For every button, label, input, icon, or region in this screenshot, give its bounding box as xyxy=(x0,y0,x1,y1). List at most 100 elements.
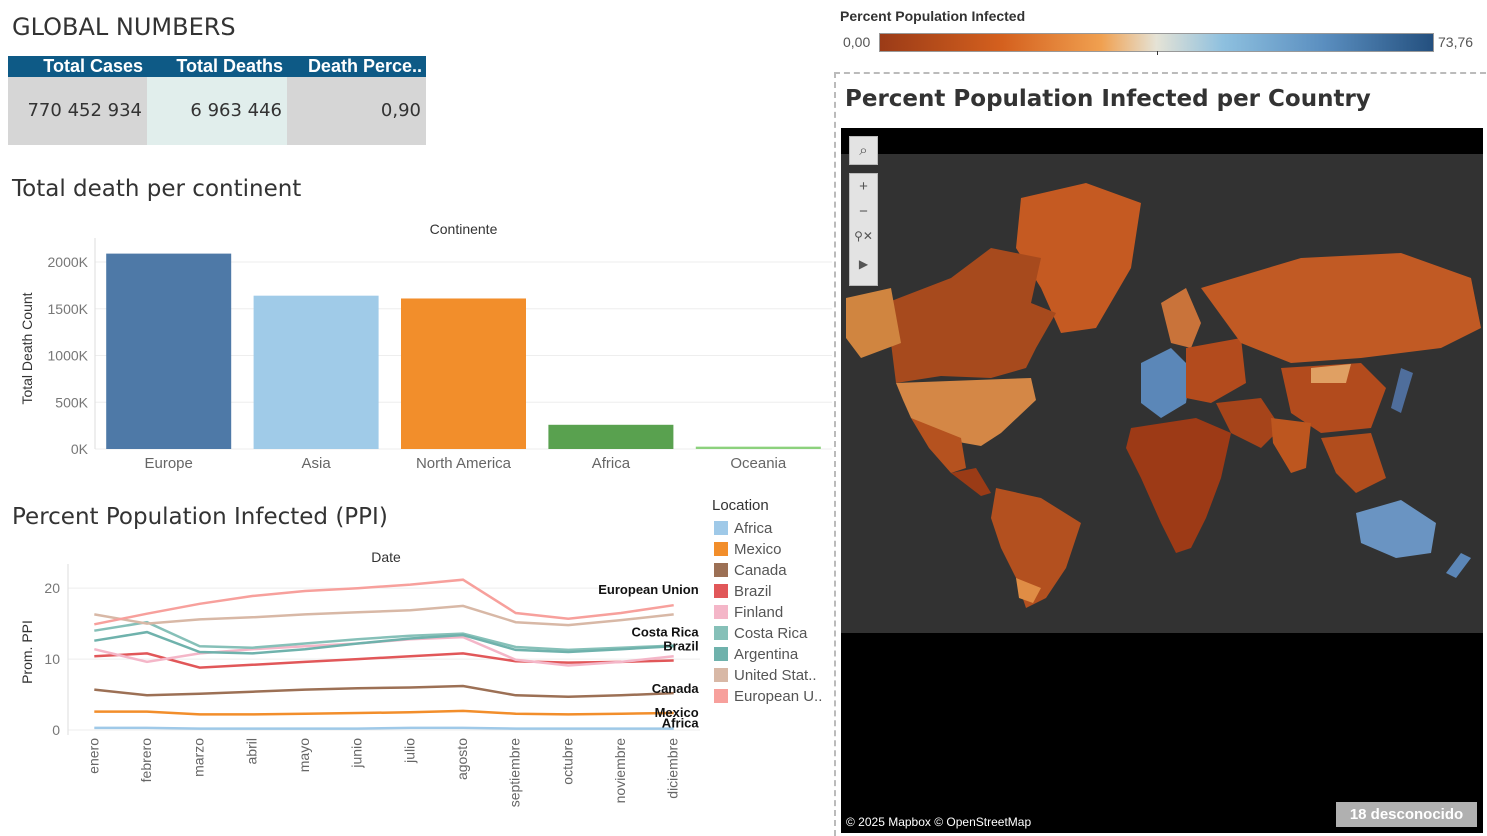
bar-xtick-label: North America xyxy=(416,455,512,472)
map-legend-title: Percent Population Infected xyxy=(840,8,1026,24)
legend-label: Canada xyxy=(734,562,787,579)
line-xtick-label: julio xyxy=(401,738,417,764)
line-xtick-label: enero xyxy=(85,738,101,774)
map-attribution[interactable]: © 2025 Mapbox © OpenStreetMap xyxy=(843,814,1035,830)
world-map[interactable]: ⌕ + − ⚲✕ ▶ © 2025 Mapbox © OpenStreetMap… xyxy=(841,128,1483,833)
location-legend-title: Location xyxy=(712,497,769,514)
legend-item[interactable]: Canada xyxy=(714,561,787,581)
series-line-united-states xyxy=(94,604,674,627)
legend-label: Costa Rica xyxy=(734,625,808,642)
world-map-canvas[interactable] xyxy=(841,128,1483,833)
canada xyxy=(886,248,1056,383)
legend-item[interactable]: Mexico xyxy=(714,540,782,560)
unknown-locations-badge[interactable]: 18 desconocido xyxy=(1336,802,1477,827)
series-end-label: Brazil xyxy=(663,639,698,654)
legend-label: Finland xyxy=(734,604,784,621)
legend-swatch xyxy=(714,689,728,703)
series-line-brazil xyxy=(94,652,674,669)
legend-item[interactable]: United Stat.. xyxy=(714,666,817,686)
legend-swatch xyxy=(714,584,728,598)
legend-item[interactable]: European U.. xyxy=(714,687,822,707)
legend-label: Argentina xyxy=(734,646,799,663)
minus-icon: − xyxy=(859,203,868,220)
value-total-cases[interactable]: 770 452 934 xyxy=(8,77,147,145)
africa xyxy=(1126,418,1231,553)
line-xtick-label: febrero xyxy=(138,738,154,783)
central-america xyxy=(951,468,991,496)
series-line-costa-rica xyxy=(94,620,674,652)
bar-xtick-label: Asia xyxy=(302,455,332,472)
line-xtick-label: mayo xyxy=(296,738,312,772)
legend-label: Brazil xyxy=(734,583,772,600)
legend-swatch xyxy=(714,563,728,577)
legend-label: United Stat.. xyxy=(734,667,817,684)
map-color-gradient[interactable] xyxy=(879,33,1434,52)
legend-item[interactable]: Costa Rica xyxy=(714,624,807,644)
map-title: Percent Population Infected per Country xyxy=(845,86,1371,112)
legend-swatch xyxy=(714,647,728,661)
legend-item[interactable]: Africa xyxy=(714,519,772,539)
value-death-percent[interactable]: 0,90 xyxy=(287,77,426,145)
new-zealand xyxy=(1446,553,1471,578)
line-chart-ylabel: Prom. PPI xyxy=(19,620,35,684)
bar-ytick-label: 0K xyxy=(71,441,89,457)
ppi-chart-title: Percent Population Infected (PPI) xyxy=(12,504,388,530)
bar-xtick-label: Europe xyxy=(145,455,193,472)
header-total-deaths[interactable]: Total Deaths xyxy=(147,56,287,77)
line-xtick-label: diciembre xyxy=(665,738,681,799)
series-line-argentina xyxy=(94,630,674,655)
map-legend-min: 0,00 xyxy=(843,34,871,50)
global-numbers-title: GLOBAL NUMBERS xyxy=(12,13,236,41)
greenland xyxy=(1016,183,1141,333)
gradient-midpoint-tick xyxy=(1157,51,1158,55)
series-end-label: Mexico xyxy=(655,705,699,720)
map-search-button[interactable]: ⌕ xyxy=(849,136,878,165)
plus-icon: + xyxy=(859,178,868,195)
bar-europe xyxy=(106,253,232,449)
ppi-line-chart[interactable]: Date Prom. PPI 0 10 20 enero febrero marzo abril… xyxy=(0,540,708,836)
search-icon: ⌕ xyxy=(859,142,868,159)
death-per-continent-chart[interactable]: Continente Total Death Count 0K 500K 1000K 15… xyxy=(0,210,835,480)
header-death-percent[interactable]: Death Perce.. xyxy=(287,56,426,77)
legend-swatch xyxy=(714,605,728,619)
series-end-label: Canada xyxy=(652,681,700,696)
legend-item[interactable]: Finland xyxy=(714,603,783,623)
line-xtick-label: abril xyxy=(243,738,259,764)
continent-chart-title: Total death per continent xyxy=(12,176,302,202)
south-america-south xyxy=(1016,578,1041,603)
zoom-out-button[interactable]: − xyxy=(850,199,877,224)
unpin-map-button[interactable]: ⚲✕ xyxy=(850,224,877,249)
china xyxy=(1281,363,1386,433)
eastern-europe xyxy=(1186,338,1246,403)
legend-swatch xyxy=(714,626,728,640)
series-end-label: Africa xyxy=(662,716,700,731)
line-xtick-label: noviembre xyxy=(612,738,628,804)
expand-toolbar-button[interactable]: ▶ xyxy=(850,249,877,279)
bar-xtick-label: Oceania xyxy=(730,455,787,472)
legend-swatch xyxy=(714,521,728,535)
value-total-deaths[interactable]: 6 963 446 xyxy=(147,77,287,145)
southeast-asia xyxy=(1321,433,1386,493)
pin-off-icon: ⚲✕ xyxy=(854,229,873,243)
bar-ytick-label: 500K xyxy=(55,394,88,410)
header-total-cases[interactable]: Total Cases xyxy=(8,56,147,77)
zoom-in-button[interactable]: + xyxy=(850,174,877,199)
legend-item[interactable]: Brazil xyxy=(714,582,772,602)
global-numbers-table: Total Cases Total Deaths Death Perce.. 7… xyxy=(8,56,426,145)
line-ytick-label: 20 xyxy=(44,580,60,596)
bar-chart-ylabel: Total Death Count xyxy=(19,292,35,404)
australia xyxy=(1356,500,1436,558)
alaska xyxy=(846,288,901,358)
middle-east xyxy=(1216,398,1281,448)
map-legend-max: 73,76 xyxy=(1438,34,1474,50)
legend-item[interactable]: Argentina xyxy=(714,645,798,665)
bar-ytick-label: 2000K xyxy=(48,254,89,270)
line-xtick-label: marzo xyxy=(191,738,207,777)
india xyxy=(1271,418,1311,473)
bar-chart-header: Continente xyxy=(430,221,498,237)
legend-swatch xyxy=(714,542,728,556)
line-xtick-label: octubre xyxy=(559,738,575,785)
line-chart-header: Date xyxy=(371,549,401,565)
bar-xtick-label: Africa xyxy=(592,455,631,472)
map-panel xyxy=(834,72,1486,836)
